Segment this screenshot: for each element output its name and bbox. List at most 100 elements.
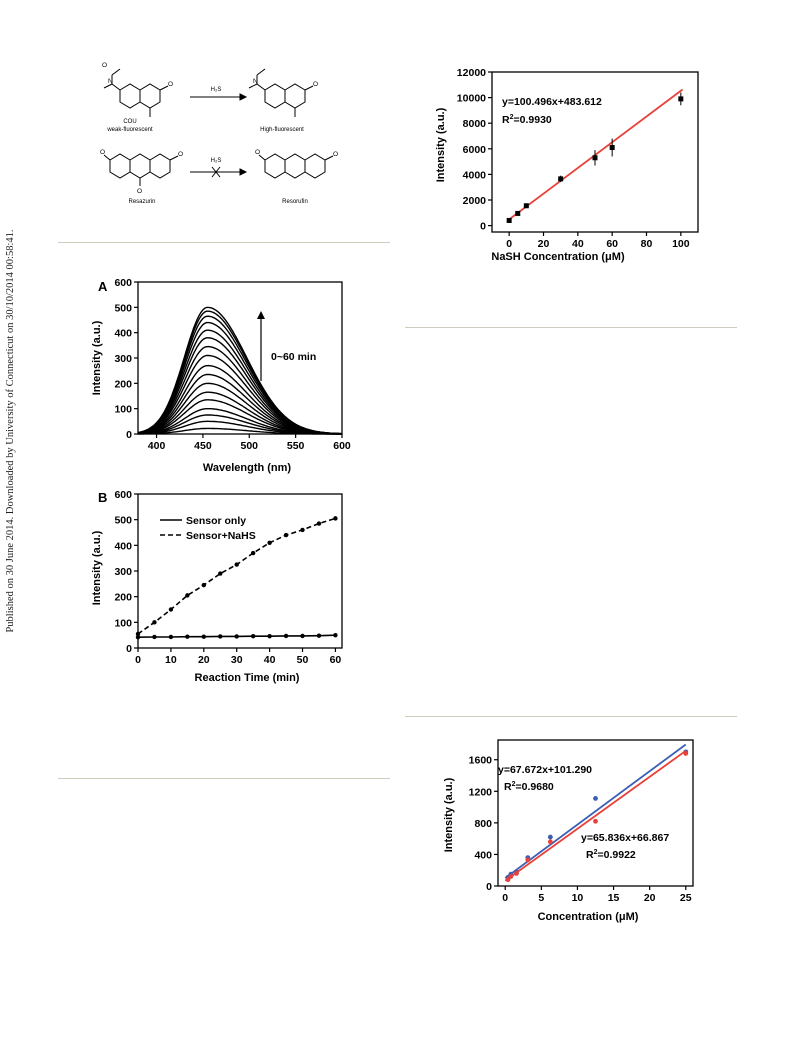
panel-b-y-tick-label: 200 (114, 592, 132, 604)
series-point (152, 634, 157, 640)
divider-right-2 (405, 716, 737, 717)
panel-a-x-tick-label: 450 (194, 440, 212, 452)
panel-a-y-tick-label: 600 (114, 278, 132, 289)
calibration-x-tick-label: 80 (641, 238, 653, 250)
svg-text:O: O (313, 81, 318, 88)
concentration-x-label: Concentration (μM) (538, 911, 639, 923)
calibration-x-tick-label: 20 (538, 238, 550, 250)
panel-a-y-tick-label: 200 (114, 378, 132, 390)
svg-text:O: O (333, 151, 338, 158)
blue-fit-r2: R2=0.9680 (504, 781, 554, 793)
calibration-y-tick-label: 4000 (463, 169, 487, 181)
concentration-chart: 0 5 10 15 20 25 0 400 800 1200 1600 Concentration … (443, 739, 694, 923)
panel-a-y-tick-label: 500 (114, 302, 132, 314)
concentration-plot-frame (497, 739, 694, 887)
series-point (201, 582, 207, 588)
concentration-y-label: Intensity (a.u.) (443, 777, 455, 852)
calibration-x-tick-label: 40 (572, 238, 584, 250)
publication-margin-note: Published on 30 June 2014. Downloaded by… (5, 229, 16, 633)
panel-b-x-tick-label: 0 (135, 654, 141, 666)
calibration-y-tick-label: 6000 (463, 144, 487, 156)
fit-line-blue (504, 743, 687, 879)
panel-a-label: A (98, 279, 108, 294)
series-point (201, 634, 207, 639)
resazurin-label: Resazurin (128, 199, 155, 205)
fit-line-red (504, 750, 687, 882)
calibration-plot-frame (491, 71, 699, 233)
point-blue (593, 796, 598, 801)
calibration-y-label: Intensity (a.u.) (435, 107, 447, 182)
series-point (333, 516, 338, 521)
concentration-y-tick-label: 1200 (469, 786, 493, 798)
calibration-point (558, 176, 564, 182)
time-arrow-head (257, 311, 265, 319)
panel-b-x-tick-label: 40 (264, 654, 276, 666)
calibration-y-tick-label: 2000 (463, 195, 487, 207)
calibration-x-label: NaSH Concentration (μM) (491, 251, 625, 263)
series-point (234, 634, 239, 639)
product-label-1: High-fluorescent (260, 127, 304, 133)
concentration-x-tick-label: 15 (608, 892, 620, 904)
divider-right-1 (405, 327, 737, 328)
svg-text:O: O (255, 149, 260, 156)
point-blue (547, 834, 553, 840)
calibration-y-tick-label: 12000 (457, 67, 486, 79)
concentration-x-tick-label: 5 (538, 892, 544, 904)
series-point (300, 633, 305, 639)
panel-a-y-label: Intensity (a.u.) (91, 320, 103, 395)
concentration-x-tick-label: 10 (572, 892, 584, 904)
panel-b-x-tick-label: 10 (165, 654, 177, 666)
concentration-y-tick-label: 400 (474, 849, 492, 861)
panel-b-y-tick-label: 300 (114, 566, 132, 578)
series-point (250, 550, 256, 556)
series-point (283, 532, 289, 538)
panel-b-y-tick-label: 0 (126, 643, 132, 655)
panel-b-x-label: Reaction Time (min) (195, 672, 300, 684)
series-point (234, 562, 239, 567)
calibration-r2: R2=0.9930 (502, 114, 552, 126)
concentration-x-tick-label: 0 (502, 892, 508, 904)
point-red (683, 751, 689, 756)
calibration-point (506, 217, 512, 223)
svg-text:N: N (253, 78, 258, 85)
point-red (547, 839, 553, 845)
panel-a-x-label: Wavelength (nm) (203, 462, 292, 474)
series-point (218, 634, 223, 639)
emission-spectra-chart: 400 450 500 550 600 0 100 200 300 400 500 600 A Wav… (91, 278, 351, 474)
red-fit-equation: y=65.836x+66.867 (581, 832, 669, 844)
point-red (508, 874, 514, 879)
concentration-y-tick-label: 1600 (469, 755, 493, 767)
concentration-x-tick-label: 25 (680, 892, 692, 904)
calibration-equation: y=100.496x+483.612 (502, 96, 602, 108)
series-point (316, 633, 322, 638)
svg-text:O: O (178, 151, 183, 158)
series-point (135, 631, 141, 637)
panel-b-y-tick-label: 500 (114, 515, 132, 527)
calibration-point (523, 203, 529, 209)
series-point (267, 633, 272, 639)
panel-b-y-tick-label: 100 (114, 617, 132, 629)
panel-b-y-tick-label: 600 (114, 489, 132, 501)
svg-text:O: O (102, 62, 107, 69)
series-point (168, 634, 174, 640)
panel-b-x-tick-label: 60 (330, 654, 342, 666)
calibration-x-tick-label: 60 (606, 238, 618, 250)
panel-a-x-tick-label: 400 (148, 440, 166, 452)
calibration-point (609, 145, 615, 151)
series-point (152, 620, 157, 625)
h2s-label-2: H₂S (211, 158, 222, 164)
panel-b-y-tick-label: 400 (114, 540, 132, 552)
svg-text:N: N (108, 78, 113, 85)
calibration-x-tick-label: 100 (672, 238, 690, 250)
series-point (300, 527, 305, 533)
series-point (333, 632, 338, 638)
panel-a-annotation: 0~60 min (271, 351, 316, 363)
cou-subtitle: weak-fluorescent (106, 127, 153, 133)
panel-a-y-tick-label: 300 (114, 353, 132, 365)
calibration-point (515, 210, 521, 216)
legend-sensor-nahs: Sensor+NaHS (186, 530, 256, 542)
series-point (168, 607, 174, 612)
legend-sensor-only: Sensor only (186, 515, 246, 527)
point-red (525, 857, 531, 863)
panel-a-x-tick-label: 600 (333, 440, 351, 452)
